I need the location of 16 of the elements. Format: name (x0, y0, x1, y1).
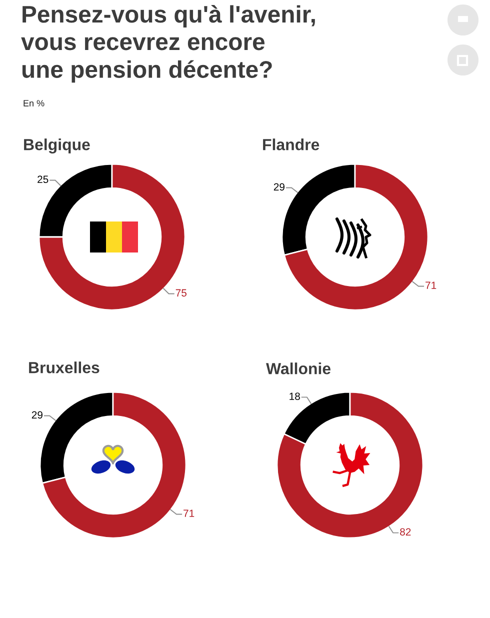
data-label: 25 (38, 176, 48, 184)
text: Pensez-vous qu'à l'avenir, vous recevrez encore une pension décente? (21, 5, 315, 83)
donut-slice (276, 391, 424, 539)
chart-title: Wallonie (266, 362, 331, 374)
data-label: 71 (184, 510, 194, 517)
chart-title: Flandre (263, 138, 320, 150)
data-label: 29 (32, 411, 42, 419)
data-label: 29 (274, 183, 284, 191)
data-label: 75 (176, 289, 186, 297)
donut-slice (38, 163, 186, 311)
chart-title: Bruxelles (29, 362, 100, 374)
text: En % (24, 100, 44, 106)
chart-title: Belgique (24, 138, 90, 154)
data-label: 71 (426, 282, 436, 289)
data-label: 18 (290, 392, 300, 400)
data-label: 82 (400, 528, 411, 536)
